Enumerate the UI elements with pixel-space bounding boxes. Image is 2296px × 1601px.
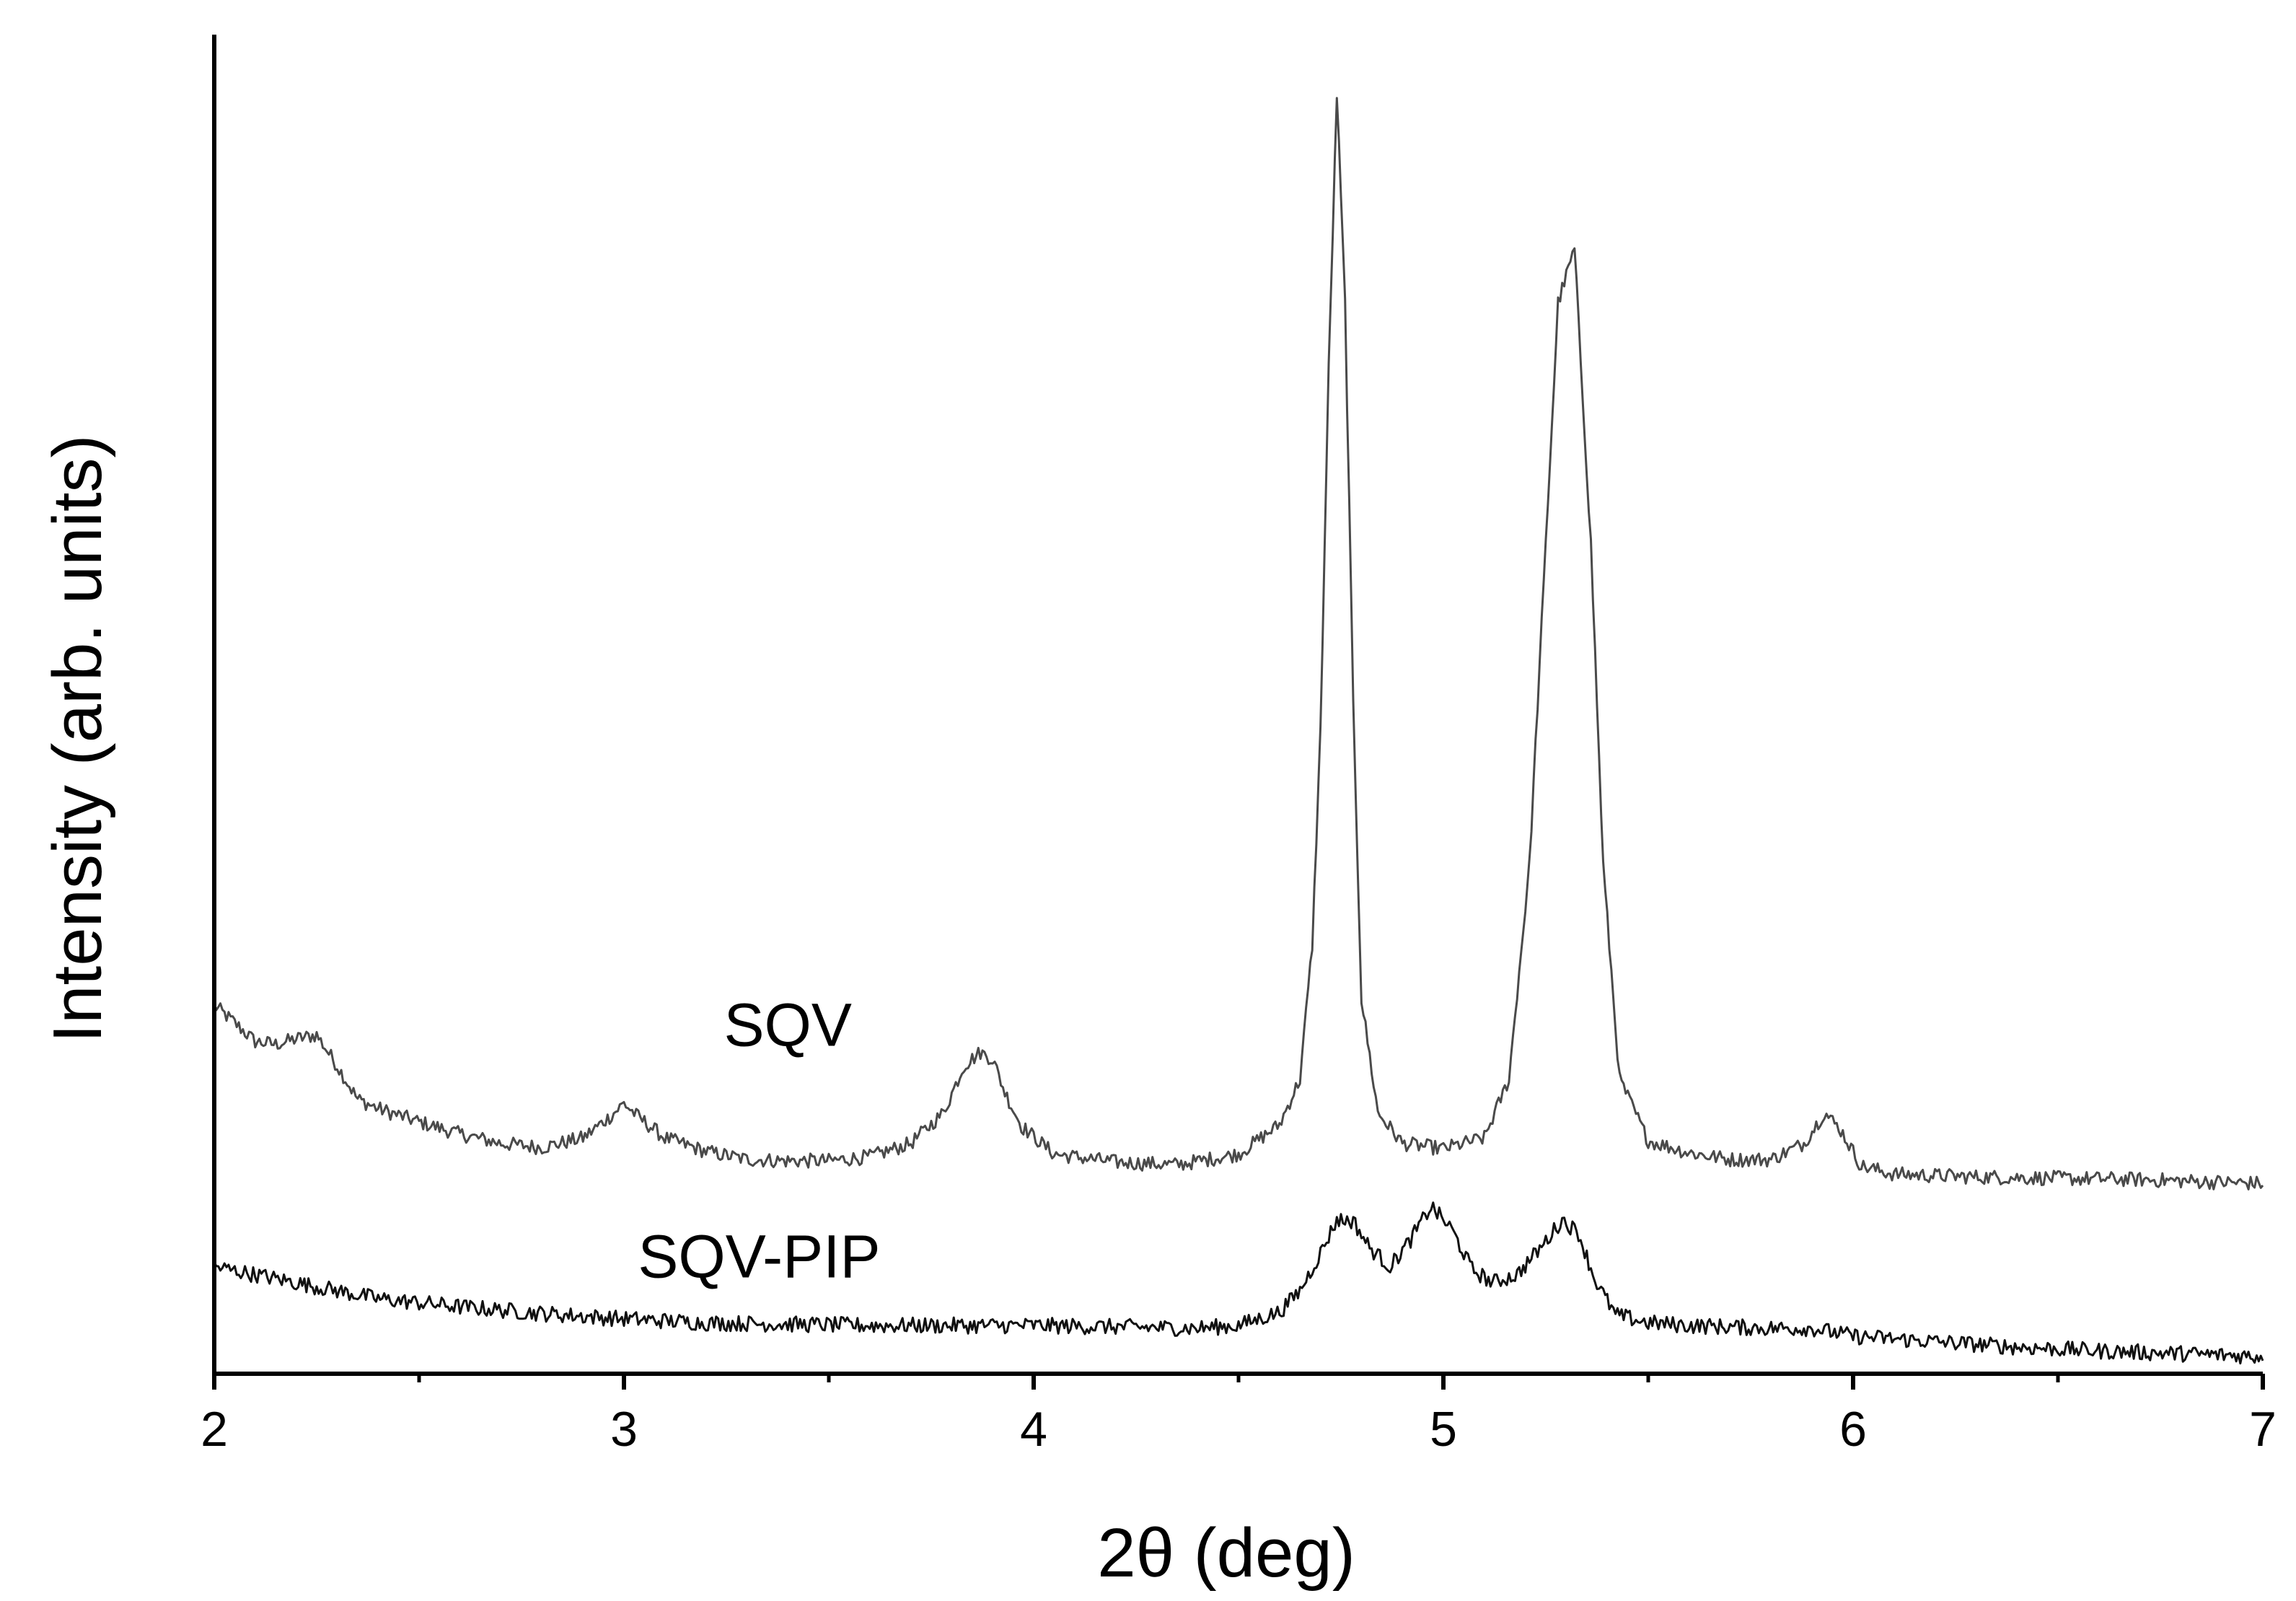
series-label-sqv-pip: SQV-PIP — [638, 1222, 880, 1290]
x-axis-title: 2θ (deg) — [1097, 1514, 1355, 1592]
x-tick-label: 4 — [1020, 1402, 1047, 1457]
x-tick-label: 6 — [1839, 1402, 1867, 1457]
series-line-sqv-pip — [213, 1201, 2264, 1365]
x-tick-label: 5 — [1430, 1402, 1457, 1457]
x-ticks: 2 3 4 5 6 7 — [201, 1374, 2277, 1457]
y-axis-title: Intensity (arb. units) — [39, 435, 116, 1043]
plot-area: SQV SQV-PIP — [213, 97, 2264, 1365]
series-line-sqv — [213, 97, 2264, 1190]
axes — [212, 35, 2263, 1376]
x-tick-label: 3 — [610, 1402, 638, 1457]
series-label-sqv: SQV — [723, 991, 851, 1058]
x-tick-label: 7 — [2249, 1402, 2277, 1457]
x-tick-label: 2 — [201, 1402, 228, 1457]
